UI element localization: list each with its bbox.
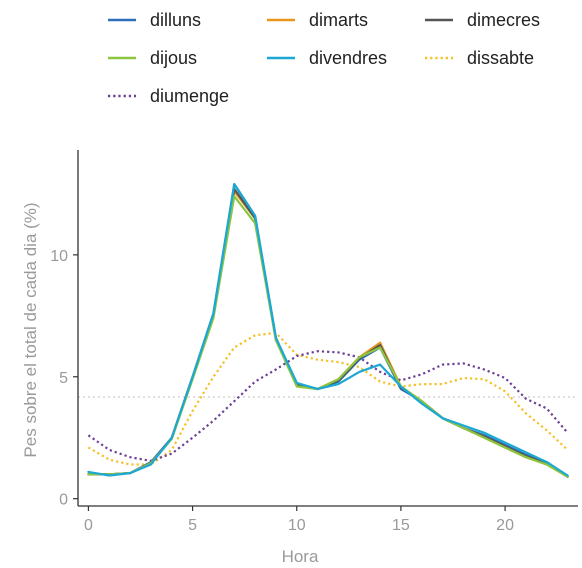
series-layer	[87, 183, 569, 478]
y-tick-label: 10	[50, 248, 68, 265]
x-tick-label: 15	[392, 517, 410, 534]
axes-layer: 0 5 10 15 20 0 5 10	[50, 150, 578, 534]
series-line-dimecres	[87, 187, 569, 478]
legend-label-dilluns: dilluns	[150, 10, 201, 30]
legend-label-dimecres: dimecres	[467, 10, 540, 30]
legend-label-dijous: dijous	[150, 48, 197, 68]
y-axis-title: Pes sobre el total de cada dia (%)	[21, 202, 40, 457]
x-axis-title: Hora	[282, 547, 319, 566]
series-line-diumenge	[87, 350, 569, 462]
legend-label-dimarts: dimarts	[309, 10, 368, 30]
series-line-divendres	[87, 183, 569, 477]
legend-label-dissabte: dissabte	[467, 48, 534, 68]
y-tick-label: 0	[59, 492, 68, 509]
x-tick-label: 0	[84, 517, 93, 534]
x-tick-label: 20	[496, 517, 514, 534]
x-tick-label: 10	[288, 517, 306, 534]
y-tick-label: 5	[59, 370, 68, 387]
x-tick-label: 5	[188, 517, 197, 534]
series-line-dissabte	[87, 331, 569, 466]
legend: dilluns dimarts dimecres dijous divendres dis…	[108, 10, 540, 106]
series-line-dijous	[87, 195, 569, 478]
series-line-dimarts	[87, 190, 569, 478]
legend-label-divendres: divendres	[309, 48, 387, 68]
legend-label-diumenge: diumenge	[150, 86, 229, 106]
series-line-dilluns	[87, 183, 569, 478]
